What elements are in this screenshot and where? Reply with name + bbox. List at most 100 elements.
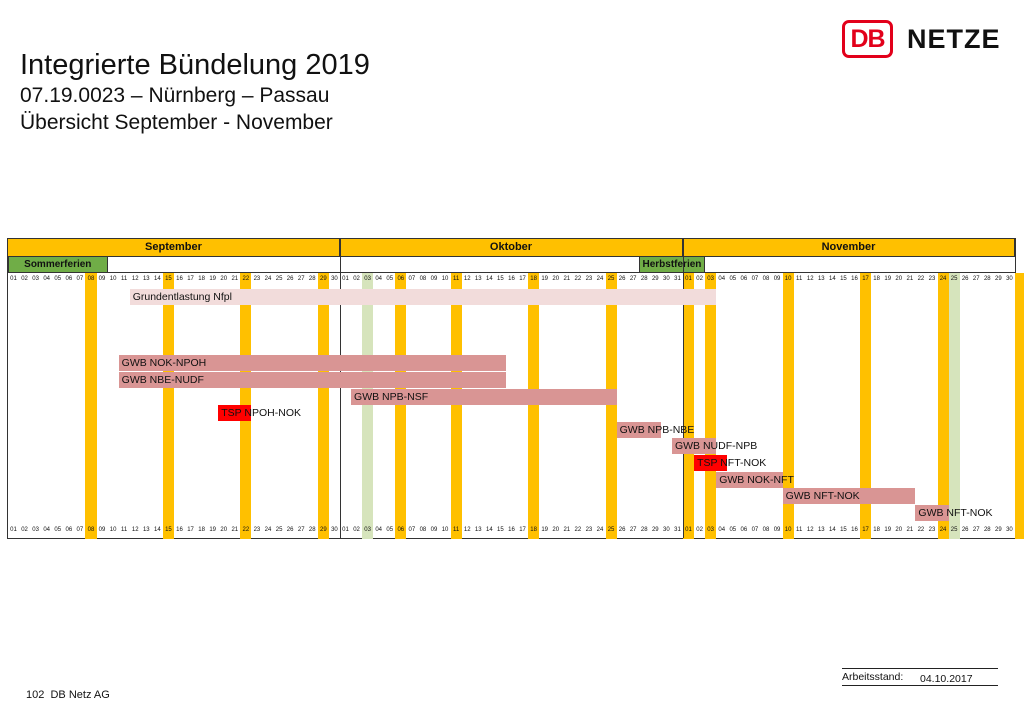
day-number-top: 30: [663, 276, 670, 282]
day-number-top: 05: [729, 276, 737, 282]
day-number-top: 27: [629, 276, 637, 282]
day-number-bottom: 27: [972, 527, 980, 533]
weekend-column: [528, 273, 540, 539]
day-number-bottom: 10: [441, 527, 449, 533]
arbeitsstand: Arbeitsstand: 04.10.2017: [842, 668, 998, 686]
day-number-bottom: 04: [375, 527, 383, 533]
day-number-top: 26: [286, 276, 294, 282]
day-number-top: 17: [519, 276, 526, 282]
day-number-bottom: 06: [65, 527, 73, 533]
day-number-top: 13: [142, 276, 150, 282]
day-number-top: 14: [829, 276, 836, 282]
day-number-bottom: 16: [851, 527, 858, 533]
day-number-bottom: 30: [331, 527, 338, 533]
day-number-top: 16: [851, 276, 858, 282]
day-number-top: 12: [806, 276, 814, 282]
day-number-bottom: 13: [142, 527, 150, 533]
schedule-bar: TSP NFT-NOK: [694, 455, 766, 471]
day-number-top: 01: [10, 276, 17, 282]
day-number-bottom: 18: [198, 527, 205, 533]
db-logo-icon: DB: [842, 20, 893, 58]
month-header: Oktober: [339, 239, 683, 256]
day-number-bottom: 17: [187, 527, 194, 533]
weekend-column: [1015, 273, 1024, 539]
day-number-top: 09: [98, 276, 106, 282]
schedule-bar: GWB NOK-NFT: [716, 471, 794, 488]
arbeitsstand-date: 04.10.2017: [920, 673, 973, 685]
day-number-bottom: 23: [928, 527, 936, 533]
day-number-bottom: 19: [541, 527, 548, 533]
day-number-top: 30: [1006, 276, 1013, 282]
page-title: Integrierte Bündelung 2019: [20, 49, 370, 81]
day-number-bottom: 23: [585, 527, 593, 533]
schedule-bar: GWB NFT-NOK: [915, 504, 993, 521]
day-number-bottom: 06: [397, 527, 405, 533]
day-number-bottom: 18: [873, 527, 880, 533]
day-number-top: 14: [154, 276, 161, 282]
day-number-top: 30: [331, 276, 338, 282]
day-number-top: 27: [297, 276, 305, 282]
day-number-bottom: 29: [995, 527, 1002, 533]
day-number-top: 23: [928, 276, 936, 282]
day-number-top: 16: [176, 276, 183, 282]
day-number-bottom: 10: [784, 527, 792, 533]
day-number-bottom: 20: [220, 527, 228, 533]
holiday-row: [8, 256, 1015, 273]
weekend-column: [317, 273, 329, 539]
day-number-top: 06: [740, 276, 748, 282]
day-number-top: 25: [950, 276, 958, 282]
day-number-bottom: 22: [917, 527, 925, 533]
day-number-bottom: 24: [264, 527, 272, 533]
day-number-top: 02: [353, 276, 360, 282]
day-number-bottom: 29: [320, 527, 327, 533]
day-number-bottom: 05: [729, 527, 737, 533]
vacation-label: Sommerferien: [8, 256, 108, 273]
day-number-bottom: 02: [21, 527, 28, 533]
calendar-chart: September Oktober November Sommerferien Herb…: [7, 238, 1024, 539]
day-number-bottom: 07: [76, 527, 84, 533]
day-number-bottom: 21: [906, 527, 914, 533]
weekend-column: [605, 273, 617, 539]
day-number-top: 12: [131, 276, 139, 282]
day-number-top: 16: [508, 276, 515, 282]
day-number-top: 11: [796, 276, 803, 282]
day-number-bottom: 09: [430, 527, 438, 533]
day-number-top: 22: [574, 276, 582, 282]
schedule-bar: GWB NBE-NUDF: [118, 372, 506, 388]
day-number-bottom: 11: [121, 527, 128, 533]
weekend-column: [782, 273, 794, 539]
day-number-top: 15: [840, 276, 847, 282]
day-number-top: 20: [220, 276, 228, 282]
day-number-bottom: 14: [154, 527, 161, 533]
netze-wordmark: NETZE: [907, 23, 1001, 54]
month-separator: [683, 239, 685, 538]
day-number-bottom: 01: [10, 527, 17, 533]
day-number-bottom: 27: [297, 527, 305, 533]
company-name: DB Netz AG: [50, 689, 110, 701]
day-number-top: 14: [485, 276, 493, 282]
title-block: Integrierte Bündelung 2019 07.19.0023 – …: [20, 48, 370, 136]
day-number-bottom: 31: [674, 527, 681, 533]
weekend-column: [395, 273, 407, 539]
day-number-top: 20: [552, 276, 560, 282]
day-number-top: 24: [264, 276, 272, 282]
day-number-top: 15: [165, 276, 172, 282]
day-number-bottom: 13: [474, 527, 482, 533]
route-line: 07.19.0023 – Nürnberg – Passau: [20, 84, 330, 107]
day-number-top: 07: [751, 276, 759, 282]
day-number-bottom: 30: [663, 527, 670, 533]
schedule-bar: GWB NPB-NBE: [616, 421, 694, 438]
day-number-top: 05: [54, 276, 62, 282]
vacation-label: Herbstferien: [638, 256, 706, 273]
day-number-bottom: 17: [519, 527, 526, 533]
day-number-bottom: 14: [829, 527, 836, 533]
day-number-bottom: 11: [796, 527, 803, 533]
db-netze-logo: DB NETZE: [842, 18, 1001, 60]
weekend-column: [683, 273, 695, 539]
day-number-bottom: 20: [552, 527, 560, 533]
day-number-top: 17: [187, 276, 194, 282]
day-number-bottom: 18: [530, 527, 537, 533]
day-number-top: 05: [386, 276, 394, 282]
day-number-top: 21: [906, 276, 914, 282]
page-subtitle: Übersicht September - November: [20, 111, 333, 134]
